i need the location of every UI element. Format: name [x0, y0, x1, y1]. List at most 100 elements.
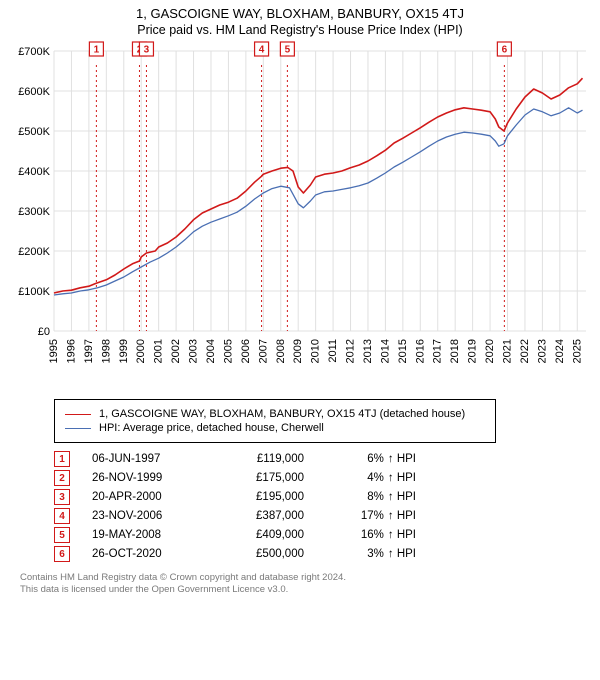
sale-marker-box: 5 — [54, 527, 70, 543]
legend-item: HPI: Average price, detached house, Cher… — [65, 422, 485, 434]
sale-price: £175,000 — [224, 472, 304, 484]
sale-diff-pct: 17% — [361, 510, 384, 522]
sale-date: 23-NOV-2006 — [92, 510, 202, 522]
legend-item: 1, GASCOIGNE WAY, BLOXHAM, BANBURY, OX15… — [65, 408, 485, 420]
line-chart: £0 £100K £200K £300K £400K £500K £600K £700K 199… — [10, 41, 590, 391]
svg-text:5: 5 — [285, 45, 291, 56]
svg-text:2006: 2006 — [240, 339, 252, 363]
sale-price: £195,000 — [224, 491, 304, 503]
svg-text:2019: 2019 — [467, 339, 479, 363]
svg-text:2018: 2018 — [449, 339, 461, 363]
svg-text:2008: 2008 — [275, 339, 287, 363]
svg-text:2016: 2016 — [414, 339, 426, 363]
svg-text:2023: 2023 — [536, 339, 548, 363]
up-arrow-icon: ↑ HPI — [388, 491, 416, 503]
svg-text:1995: 1995 — [48, 339, 60, 363]
svg-text:2000: 2000 — [135, 339, 147, 363]
sale-price: £500,000 — [224, 548, 304, 560]
up-arrow-icon: ↑ HPI — [388, 472, 416, 484]
legend-label: HPI: Average price, detached house, Cher… — [99, 422, 324, 434]
sale-date: 06-JUN-1997 — [92, 453, 202, 465]
sale-diff-pct: 6% — [367, 453, 384, 465]
svg-text:2002: 2002 — [170, 339, 182, 363]
svg-text:£200K: £200K — [18, 246, 50, 258]
sale-diff: 6% ↑ HPI — [326, 453, 416, 465]
sale-marker-box: 1 — [54, 451, 70, 467]
svg-text:2001: 2001 — [153, 339, 165, 363]
svg-text:6: 6 — [502, 45, 508, 56]
sale-date: 26-NOV-1999 — [92, 472, 202, 484]
sale-date: 26-OCT-2020 — [92, 548, 202, 560]
svg-text:4: 4 — [259, 45, 265, 56]
svg-text:£100K: £100K — [18, 286, 50, 298]
svg-text:1999: 1999 — [118, 339, 130, 363]
footer-line-1: Contains HM Land Registry data © Crown c… — [20, 572, 590, 584]
svg-text:2015: 2015 — [397, 339, 409, 363]
sale-price: £387,000 — [224, 510, 304, 522]
sale-row: 2 26-NOV-1999 £175,000 4% ↑ HPI — [54, 470, 590, 486]
sale-row: 1 06-JUN-1997 £119,000 6% ↑ HPI — [54, 451, 590, 467]
sale-row: 4 23-NOV-2006 £387,000 17%↑ HPI — [54, 508, 590, 524]
svg-text:2011: 2011 — [327, 339, 339, 363]
svg-text:2010: 2010 — [310, 339, 322, 363]
svg-text:£400K: £400K — [18, 166, 50, 178]
sale-diff: 8% ↑ HPI — [326, 491, 416, 503]
footer-attribution: Contains HM Land Registry data © Crown c… — [20, 572, 590, 597]
svg-text:2009: 2009 — [292, 339, 304, 363]
svg-text:1997: 1997 — [83, 339, 95, 363]
sale-row: 5 19-MAY-2008 £409,000 16% ↑ HPI — [54, 527, 590, 543]
subtitle: Price paid vs. HM Land Registry's House … — [10, 23, 590, 37]
up-arrow-icon: ↑ HPI — [388, 453, 416, 465]
svg-text:1: 1 — [94, 45, 100, 56]
svg-text:3: 3 — [144, 45, 150, 56]
sale-row: 6 26-OCT-2020 £500,000 3% ↑ HPI — [54, 546, 590, 562]
chart-area: £0 £100K £200K £300K £400K £500K £600K £700K 199… — [10, 41, 590, 391]
sale-diff: 16% ↑ HPI — [326, 529, 416, 541]
sales-table: 1 06-JUN-1997 £119,000 6% ↑ HPI 2 26-NOV-1999 £… — [54, 451, 590, 562]
sale-diff: 17%↑ HPI — [326, 510, 416, 522]
main-title: 1, GASCOIGNE WAY, BLOXHAM, BANBURY, OX15… — [10, 6, 590, 21]
svg-text:2017: 2017 — [432, 339, 444, 363]
sale-marker-box: 2 — [54, 470, 70, 486]
sale-diff: 4% ↑ HPI — [326, 472, 416, 484]
svg-text:2014: 2014 — [379, 339, 391, 363]
sale-row: 3 20-APR-2000 £195,000 8% ↑ HPI — [54, 489, 590, 505]
sale-marker-box: 4 — [54, 508, 70, 524]
sale-date: 20-APR-2000 — [92, 491, 202, 503]
sale-diff-pct: 16% — [361, 529, 384, 541]
svg-text:2005: 2005 — [222, 339, 234, 363]
svg-text:£600K: £600K — [18, 86, 50, 98]
sale-diff-pct: 8% — [367, 491, 384, 503]
svg-text:2021: 2021 — [502, 339, 514, 363]
svg-text:2012: 2012 — [345, 339, 357, 363]
svg-text:£700K: £700K — [18, 46, 50, 58]
legend-swatch — [65, 414, 91, 415]
svg-text:£300K: £300K — [18, 206, 50, 218]
svg-text:£0: £0 — [38, 326, 50, 338]
sale-price: £409,000 — [224, 529, 304, 541]
up-arrow-icon: ↑ HPI — [388, 548, 416, 560]
legend-label: 1, GASCOIGNE WAY, BLOXHAM, BANBURY, OX15… — [99, 408, 465, 420]
chart-container: 1, GASCOIGNE WAY, BLOXHAM, BANBURY, OX15… — [0, 0, 600, 607]
legend-swatch — [65, 428, 91, 429]
svg-text:1998: 1998 — [100, 339, 112, 363]
svg-text:£500K: £500K — [18, 126, 50, 138]
svg-text:2004: 2004 — [205, 339, 217, 363]
svg-text:2013: 2013 — [362, 339, 374, 363]
sale-price: £119,000 — [224, 453, 304, 465]
svg-text:2024: 2024 — [554, 339, 566, 363]
sale-diff: 3% ↑ HPI — [326, 548, 416, 560]
sale-marker-box: 3 — [54, 489, 70, 505]
svg-text:2020: 2020 — [484, 339, 496, 363]
svg-text:2022: 2022 — [519, 339, 531, 363]
svg-text:2025: 2025 — [571, 339, 583, 363]
sale-marker-box: 6 — [54, 546, 70, 562]
sale-date: 19-MAY-2008 — [92, 529, 202, 541]
sale-diff-pct: 4% — [367, 472, 384, 484]
svg-text:1996: 1996 — [65, 339, 77, 363]
legend: 1, GASCOIGNE WAY, BLOXHAM, BANBURY, OX15… — [54, 399, 496, 443]
up-arrow-icon: ↑ HPI — [388, 529, 416, 541]
sale-diff-pct: 3% — [367, 548, 384, 560]
footer-line-2: This data is licensed under the Open Gov… — [20, 584, 590, 596]
svg-text:2003: 2003 — [188, 339, 200, 363]
